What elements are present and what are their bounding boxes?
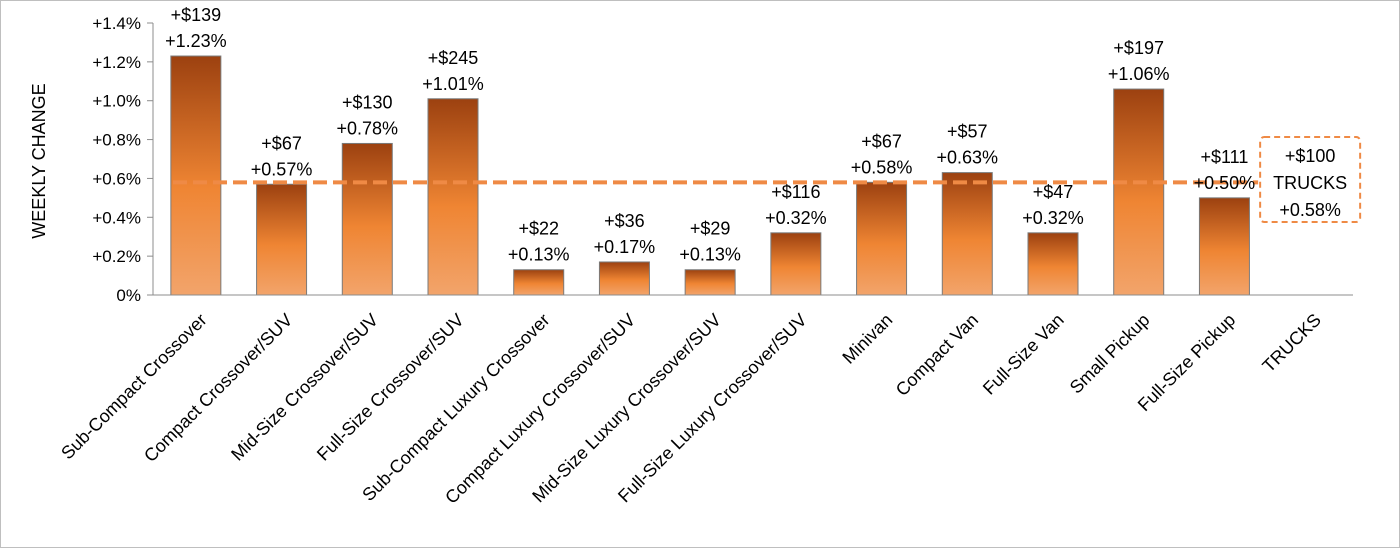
bar <box>684 269 736 296</box>
bar <box>1113 88 1165 296</box>
data-label-percent: +1.06% <box>1108 64 1170 84</box>
data-label-dollar: +$29 <box>690 219 731 239</box>
y-axis-ticks: 0% +0.2% +0.4% +0.6% +0.8% +1.0% +1.2% +1.4% <box>92 14 153 305</box>
bars <box>170 55 1250 296</box>
trucks-summary-box <box>1259 136 1362 223</box>
data-label-dollar: +$197 <box>1113 38 1164 58</box>
data-label-dollar: +$36 <box>604 211 645 231</box>
category-label: Minivan <box>838 310 896 368</box>
data-label-percent: +0.17% <box>594 237 656 257</box>
bar <box>770 232 822 296</box>
data-label-percent: +0.57% <box>251 159 313 179</box>
data-label-percent: +0.63% <box>937 148 999 168</box>
category-label: Full-Size Crossover/SUV <box>313 310 468 465</box>
category-label: Mid-Size Luxury Crossover/SUV <box>528 310 725 507</box>
bar <box>170 55 222 296</box>
y-tick-label: +0.8% <box>92 131 141 150</box>
data-label-dollar: +$245 <box>428 48 479 68</box>
data-label-percent: +0.13% <box>679 245 741 265</box>
y-tick-label: +0.2% <box>92 247 141 266</box>
data-label-percent: +0.13% <box>508 245 570 265</box>
category-label: Full-Size Van <box>979 310 1068 399</box>
bar <box>1198 197 1250 296</box>
y-tick-label: 0% <box>116 286 141 305</box>
bar <box>1027 232 1079 296</box>
data-label-percent: +0.32% <box>765 208 827 228</box>
data-label-dollar: +$130 <box>342 92 393 112</box>
category-label: Compact Luxury Crossover/SUV <box>441 310 639 508</box>
category-label: TRUCKS <box>1258 310 1324 376</box>
reference-line: +$100 TRUCKS +0.58% <box>173 136 1362 223</box>
y-tick-label: +1.4% <box>92 14 141 33</box>
data-label-percent: +1.23% <box>165 31 227 51</box>
category-label: Sub-Compact Luxury Crossover <box>358 310 553 505</box>
y-tick-label: +1.2% <box>92 53 141 72</box>
data-label-percent: +0.58% <box>851 157 913 177</box>
category-label: Compact Van <box>892 310 982 400</box>
y-tick-label: +0.4% <box>92 208 141 227</box>
data-label-percent: +0.50% <box>1194 173 1256 193</box>
trucks-summary-label: +$100 <box>1285 146 1336 166</box>
bar <box>941 172 993 296</box>
category-label: Compact Crossover/SUV <box>140 310 296 466</box>
trucks-summary-label: TRUCKS <box>1273 173 1347 193</box>
y-tick-label: +1.0% <box>92 92 141 111</box>
data-label-dollar: +$47 <box>1033 182 1074 202</box>
data-label-percent: +1.01% <box>422 74 484 94</box>
category-label: Small Pickup <box>1066 310 1154 398</box>
category-label: Sub-Compact Crossover <box>57 310 210 463</box>
bar <box>341 142 393 296</box>
category-label: Mid-Size Crossover/SUV <box>227 310 382 465</box>
bar <box>256 183 308 296</box>
category-label: Full-Size Luxury Crossover/SUV <box>614 310 811 507</box>
data-labels: +$139 +1.23% +$67 +0.57% +$130 +0.78% +$245 +1.… <box>165 5 1255 265</box>
trucks-summary-label: +0.58% <box>1279 200 1341 220</box>
data-label-dollar: +$67 <box>861 131 902 151</box>
bar <box>427 98 479 296</box>
data-label-dollar: +$111 <box>1200 147 1248 167</box>
data-label-dollar: +$22 <box>518 219 559 239</box>
data-label-dollar: +$116 <box>771 182 820 202</box>
bar <box>598 261 650 296</box>
data-label-dollar: +$139 <box>171 5 222 25</box>
y-axis-title: WEEKLY CHANGE <box>29 83 49 238</box>
y-tick-label: +0.6% <box>92 169 141 188</box>
data-label-dollar: +$57 <box>947 122 988 142</box>
bar <box>513 269 565 296</box>
data-label-percent: +0.78% <box>337 118 399 138</box>
bar <box>856 181 908 296</box>
data-label-percent: +0.32% <box>1022 208 1084 228</box>
data-label-dollar: +$67 <box>261 133 302 153</box>
